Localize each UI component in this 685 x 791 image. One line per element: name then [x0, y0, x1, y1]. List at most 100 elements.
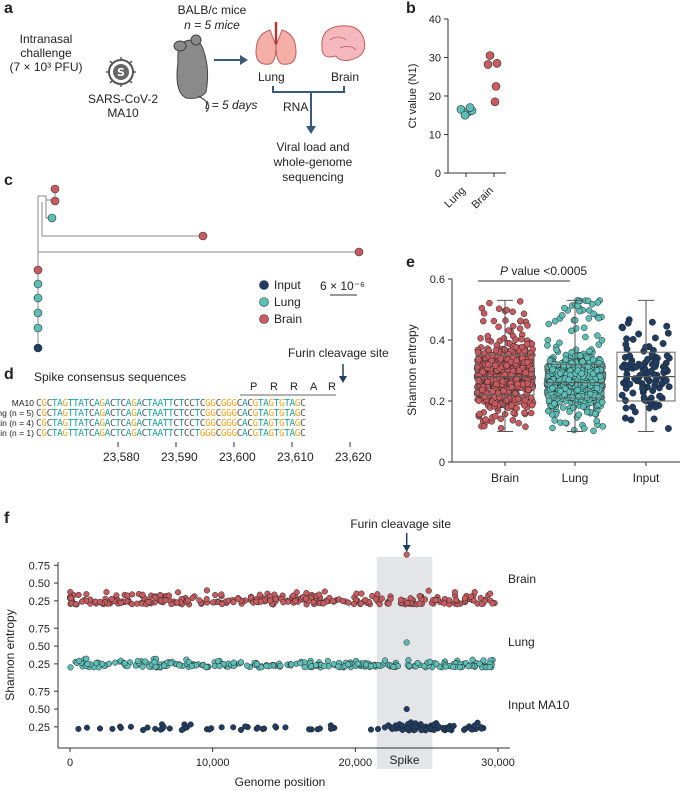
x-tick-label: 30,000 — [481, 757, 515, 769]
data-point — [515, 419, 522, 427]
legend-input-label: Input — [274, 278, 301, 292]
data-point — [497, 415, 505, 423]
data-point — [254, 724, 261, 731]
data-point — [522, 423, 529, 430]
y-tick-label: 0 — [435, 168, 441, 180]
data-point — [509, 308, 516, 316]
y-tick-label: 0.2 — [430, 396, 445, 408]
y-tick-label: 0.50 — [29, 641, 50, 653]
legend-brain-label: Brain — [274, 312, 303, 326]
data-point — [316, 591, 323, 598]
data-point — [390, 663, 397, 671]
y-tick-label: 0.25 — [29, 722, 50, 734]
data-point — [513, 357, 520, 364]
data-point — [478, 725, 485, 732]
data-point — [174, 589, 182, 596]
data-point — [397, 596, 405, 603]
data-point — [134, 600, 141, 607]
data-point — [173, 599, 181, 606]
data-point — [96, 598, 104, 605]
data-point — [416, 592, 423, 600]
data-point — [516, 298, 524, 305]
data-point — [446, 597, 453, 604]
data-point — [292, 598, 299, 605]
lung-label: Lung — [258, 70, 285, 84]
aa-p: P — [250, 381, 258, 393]
box-group-brain — [473, 298, 537, 432]
data-point — [486, 664, 493, 671]
data-point — [176, 662, 183, 669]
data-point — [487, 590, 494, 597]
data-point — [301, 664, 308, 671]
tree-legend — [259, 280, 357, 324]
data-point — [491, 400, 499, 407]
data-point — [113, 592, 120, 599]
data-point — [121, 660, 128, 667]
data-point — [76, 657, 83, 664]
data-point — [367, 663, 374, 670]
seq-row-label: Brain (n = 1) — [0, 428, 34, 438]
data-point — [230, 724, 237, 731]
seq-row-label: MA10 — [11, 398, 34, 408]
data-point — [426, 658, 433, 665]
data-point — [476, 410, 483, 418]
position-23580: 23,580 — [103, 450, 140, 464]
data-point-peak — [403, 551, 410, 558]
aa-r3: R — [328, 381, 336, 393]
tip-lung — [33, 323, 43, 333]
seq-row: CGCTAGTTATCAGACTCAGACTAATTCTCCTGGGCGGGCA… — [36, 428, 306, 439]
panel-b-label: b — [406, 0, 416, 17]
data-point — [491, 362, 499, 369]
data-point — [78, 598, 86, 605]
position-ticks — [117, 442, 351, 447]
challenge-line-2: challenge — [20, 46, 72, 60]
data-point — [362, 596, 369, 603]
data-point — [508, 383, 516, 391]
seq-row-label: Brain (n = 4) — [0, 418, 34, 428]
arrow-down-icon — [402, 545, 411, 552]
data-point — [206, 726, 213, 733]
data-point — [160, 723, 167, 730]
y-tick-label: 30 — [429, 53, 441, 65]
track-lung: 0.25 0.50 0.75 Lung — [29, 623, 535, 671]
position-23600: 23,600 — [219, 450, 256, 464]
data-point — [237, 726, 245, 733]
tip-brain — [50, 196, 60, 206]
data-point — [112, 659, 119, 666]
data-point — [339, 597, 346, 605]
data-point — [482, 416, 489, 423]
data-point — [167, 660, 174, 667]
data-point-peak — [403, 706, 410, 713]
data-point — [117, 724, 124, 731]
data-point — [480, 317, 487, 325]
data-point — [302, 595, 309, 602]
data-point — [421, 663, 428, 670]
data-point — [477, 594, 484, 602]
data-point — [218, 724, 225, 731]
data-point — [450, 663, 457, 670]
arrow-down-icon — [306, 126, 316, 134]
furin-label-d: Furin cleavage site — [288, 346, 389, 360]
data-point — [527, 409, 535, 417]
data-point — [145, 599, 152, 606]
data-point — [514, 395, 522, 403]
data-point — [493, 380, 500, 388]
data-point — [514, 380, 521, 388]
tip-lung — [33, 308, 43, 318]
data-point — [456, 664, 463, 671]
data-point — [433, 660, 440, 667]
scale-label: 6 × 10⁻⁶ — [320, 279, 365, 293]
data-point — [524, 322, 531, 329]
data-point — [203, 663, 210, 671]
data-point — [234, 595, 242, 602]
data-point — [188, 663, 195, 670]
brain-icon — [321, 25, 366, 61]
data-point — [503, 362, 510, 369]
data-point — [495, 305, 503, 312]
data-point — [253, 661, 261, 668]
y-tick-label: 0.75 — [29, 623, 50, 635]
y-tick-label: 0.50 — [29, 578, 50, 590]
data-point — [248, 594, 255, 601]
data-point — [128, 601, 136, 608]
